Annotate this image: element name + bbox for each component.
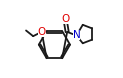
Text: N: N xyxy=(73,30,80,40)
Text: O: O xyxy=(61,14,69,24)
Text: O: O xyxy=(38,27,46,37)
